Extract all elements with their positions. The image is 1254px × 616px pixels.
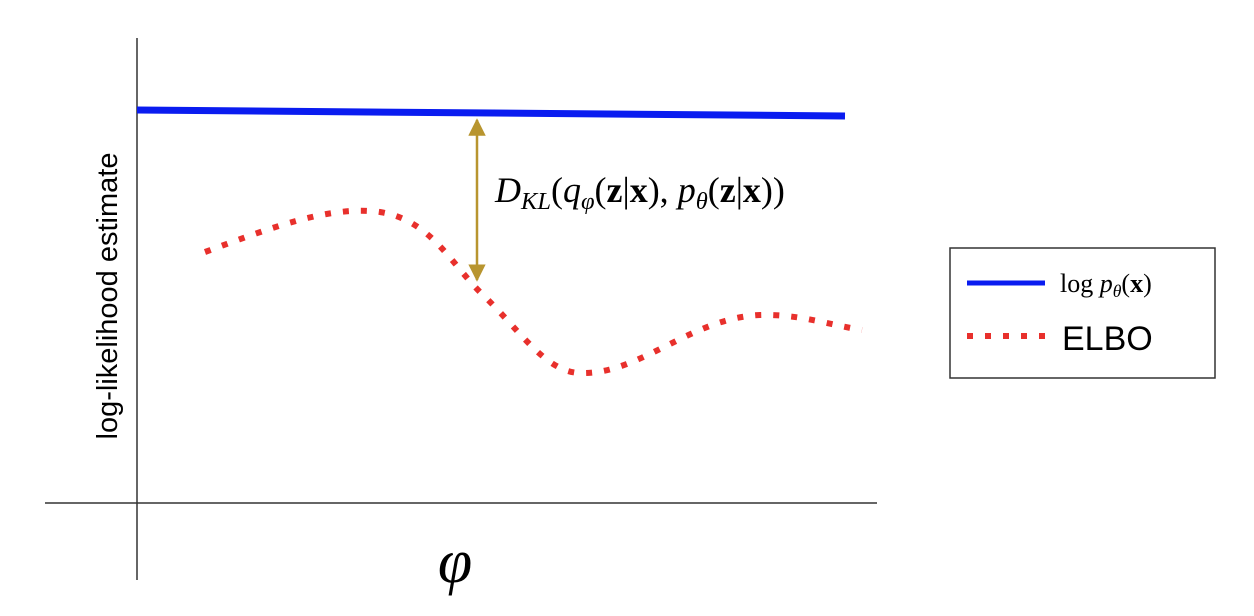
text-part: p [675,170,696,210]
legend-label: log pθ(x) [1060,269,1152,301]
text-part: x [630,170,648,210]
text-part: x [743,170,761,210]
text-part: φ [581,188,595,215]
text-part: D [494,170,521,210]
text-part: z [720,170,736,210]
kl-annotation: DKL(qφ(z|x), pθ(z|x)) [494,170,785,215]
text-part: | [622,170,629,210]
text-part: q [563,170,581,210]
elbo-curve [203,207,863,377]
text-part: ) [1143,269,1152,298]
text-part: x [1130,269,1143,298]
x-axis-label: φ [438,528,472,596]
text-part: | [736,170,743,210]
text-part: θ [696,188,708,215]
text-part: ( [1121,269,1130,298]
legend-label: ELBO [1062,320,1153,358]
text-part: ( [594,170,606,210]
text-part: z [606,170,622,210]
text-part: )) [761,170,785,210]
text-part: ELBO [1062,320,1153,358]
text-part: KL [520,188,551,215]
text-part: θ [1113,281,1122,301]
text-part: ), [648,170,678,210]
log-likelihood-line [136,106,846,120]
text-part: ( [708,170,720,210]
text-part: log [1060,269,1100,298]
text-part: ( [551,170,563,210]
legend-box [949,247,1216,379]
text-part: p [1098,269,1113,298]
y-axis-label: log-likelihood estimate [92,153,124,440]
